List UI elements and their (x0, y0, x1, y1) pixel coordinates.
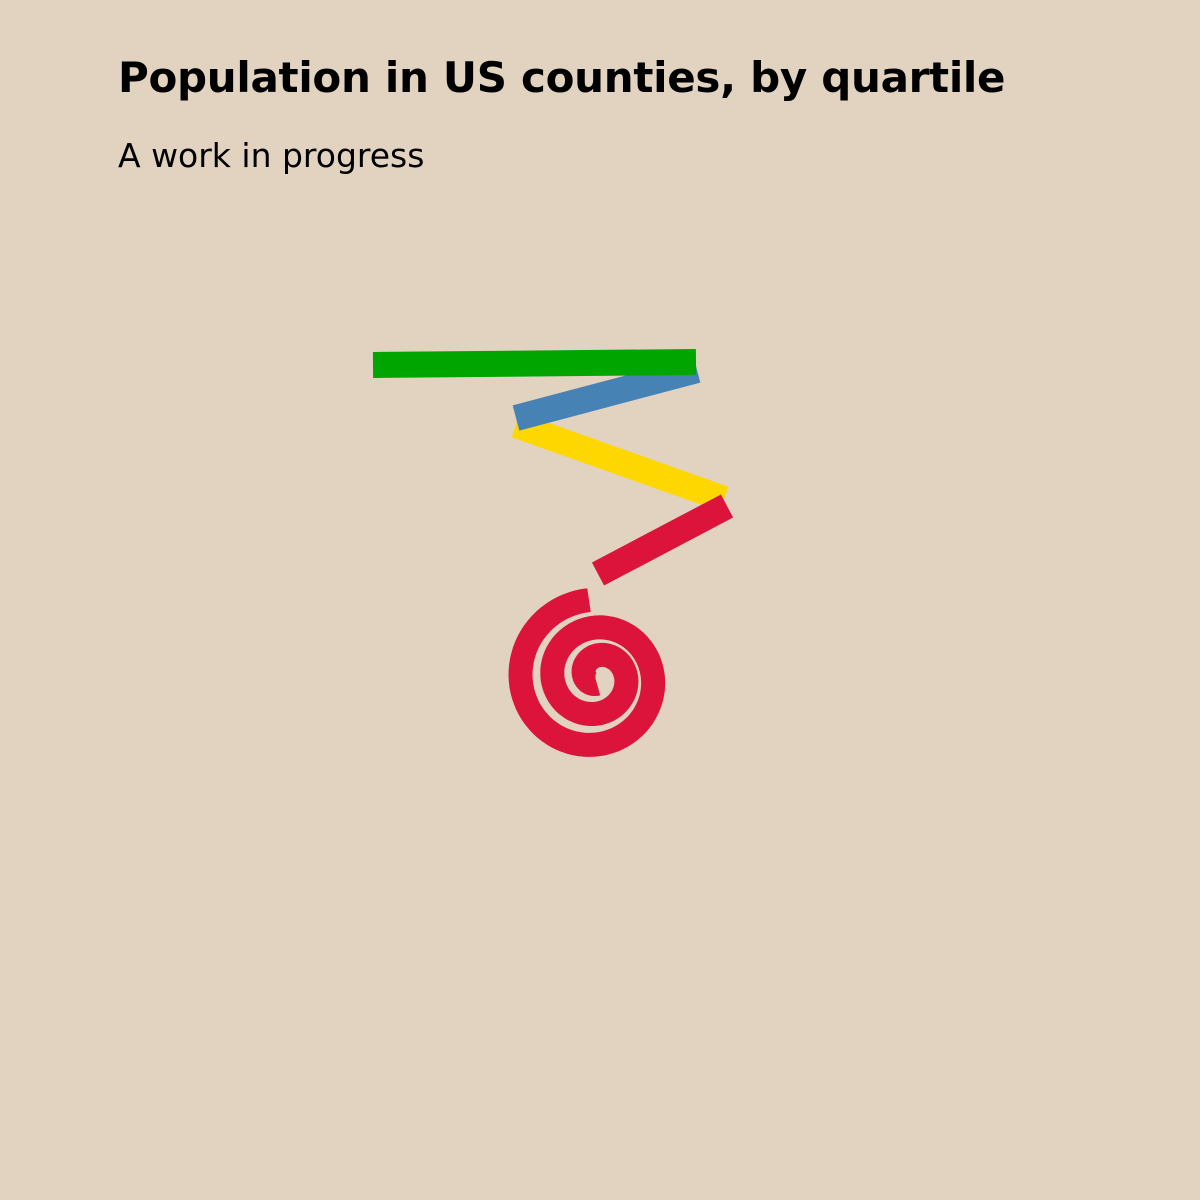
chart-title: Population in US counties, by quartile (118, 53, 1006, 102)
series-q3-segment (511, 412, 729, 512)
chart-marks (372, 349, 734, 757)
series-q1-segment (372, 349, 697, 378)
series-q4-spiral (508, 588, 666, 757)
series-q2-segment (512, 357, 701, 431)
series-q4-segment (591, 494, 734, 586)
chart-subtitle: A work in progress (118, 136, 425, 175)
